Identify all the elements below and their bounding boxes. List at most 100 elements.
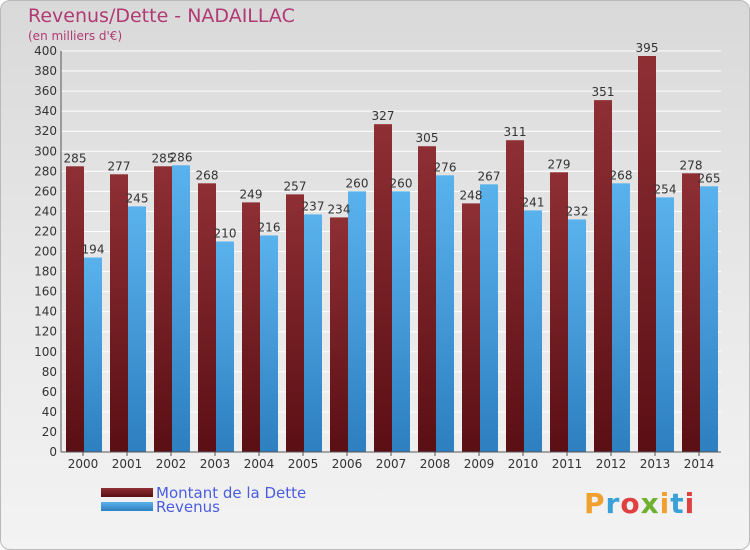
data-label-dette: 234	[328, 202, 351, 216]
y-tick-label: 80	[42, 365, 57, 379]
x-tick-label: 2009	[464, 457, 495, 471]
logo-letter: i	[659, 487, 671, 520]
data-label-dette: 279	[548, 157, 571, 171]
data-label-revenus: 194	[82, 243, 105, 257]
y-tick-label: 160	[34, 285, 57, 299]
y-tick-label: 400	[34, 44, 57, 58]
bar-revenus	[700, 186, 718, 452]
x-tick-label: 2014	[684, 457, 715, 471]
x-tick-label: 2005	[288, 457, 319, 471]
data-label-dette: 285	[152, 151, 175, 165]
bar-dette	[198, 183, 216, 452]
y-tick-label: 20	[42, 425, 57, 439]
y-tick-label: 0	[49, 445, 57, 459]
bar-dette	[110, 174, 128, 452]
bar-dette	[638, 56, 656, 452]
chart-subtitle: (en milliers d'€)	[28, 29, 123, 43]
data-label-dette: 268	[196, 168, 219, 182]
bar-revenus	[612, 183, 630, 452]
bar-dette	[682, 173, 700, 452]
y-tick-label: 100	[34, 345, 57, 359]
bar-revenus	[260, 235, 278, 452]
x-tick-label: 2004	[244, 457, 275, 471]
data-label-revenus: 237	[302, 199, 325, 213]
y-tick-label: 240	[34, 204, 57, 218]
bar-dette	[506, 140, 524, 452]
proxiti-logo: Proxiti	[584, 487, 695, 520]
bar-dette	[594, 100, 612, 452]
data-label-dette: 248	[460, 188, 483, 202]
data-label-revenus: 241	[522, 195, 545, 209]
y-tick-label: 120	[34, 325, 57, 339]
x-tick-label: 2001	[112, 457, 143, 471]
x-tick-label: 2008	[420, 457, 451, 471]
y-tick-label: 220	[34, 224, 57, 238]
x-tick-label: 2006	[332, 457, 363, 471]
bar-dette	[374, 124, 392, 453]
logo-letter: o	[620, 487, 641, 520]
data-label-revenus: 267	[478, 169, 501, 183]
data-label-revenus: 245	[126, 191, 149, 205]
data-label-revenus: 216	[258, 220, 281, 234]
x-tick-label: 2013	[640, 457, 671, 471]
data-label-dette: 311	[504, 125, 527, 139]
data-label-revenus: 210	[214, 226, 237, 240]
bar-dette	[66, 166, 84, 452]
data-label-dette: 277	[108, 159, 131, 173]
legend-swatch-dette	[101, 488, 153, 497]
y-tick-label: 60	[42, 385, 57, 399]
data-label-revenus: 276	[434, 160, 457, 174]
bar-dette	[286, 194, 304, 453]
x-tick-label: 2003	[200, 457, 231, 471]
bar-dette	[462, 203, 480, 452]
bar-dette	[154, 166, 172, 452]
data-label-dette: 327	[372, 109, 395, 123]
y-tick-label: 180	[34, 265, 57, 279]
data-label-revenus: 260	[346, 176, 369, 190]
y-tick-label: 300	[34, 144, 57, 158]
data-label-revenus: 268	[610, 168, 633, 182]
y-tick-label: 40	[42, 405, 57, 419]
legend-label-revenus: Revenus	[156, 498, 220, 516]
data-label-revenus: 265	[698, 171, 721, 185]
x-tick-label: 2012	[596, 457, 627, 471]
logo-letter: x	[640, 487, 660, 520]
x-tick-label: 2007	[376, 457, 407, 471]
logo-letter: i	[684, 487, 696, 520]
y-tick-label: 280	[34, 164, 57, 178]
bar-revenus	[480, 184, 498, 452]
data-label-revenus: 286	[170, 150, 193, 164]
legend-label-dette: Montant de la Dette	[156, 484, 307, 502]
bar-revenus	[348, 191, 366, 452]
y-tick-label: 200	[34, 245, 57, 259]
bar-revenus	[524, 210, 542, 452]
data-label-dette: 249	[240, 187, 263, 201]
legend-swatch-revenus	[101, 502, 153, 511]
bar-revenus	[436, 175, 454, 452]
bar-revenus	[216, 241, 234, 452]
bar-revenus	[84, 257, 102, 452]
y-tick-label: 360	[34, 84, 57, 98]
data-label-dette: 351	[592, 85, 615, 99]
bar-revenus	[128, 206, 146, 452]
data-label-revenus: 260	[390, 176, 413, 190]
data-label-dette: 278	[680, 158, 703, 172]
x-tick-label: 2010	[508, 457, 539, 471]
y-tick-label: 340	[34, 104, 57, 118]
x-tick-label: 2002	[156, 457, 187, 471]
bar-revenus	[392, 191, 410, 452]
bar-revenus	[304, 214, 322, 452]
logo-letter: t	[670, 487, 685, 520]
data-label-dette: 395	[636, 41, 659, 55]
data-label-revenus: 232	[566, 204, 589, 218]
y-tick-label: 320	[34, 124, 57, 138]
bar-dette	[550, 172, 568, 453]
data-label-revenus: 254	[654, 182, 677, 196]
data-label-dette: 285	[64, 151, 87, 165]
y-tick-label: 380	[34, 64, 57, 78]
data-label-dette: 305	[416, 131, 439, 145]
bar-dette	[418, 146, 436, 453]
data-label-dette: 257	[284, 179, 307, 193]
y-tick-label: 140	[34, 305, 57, 319]
